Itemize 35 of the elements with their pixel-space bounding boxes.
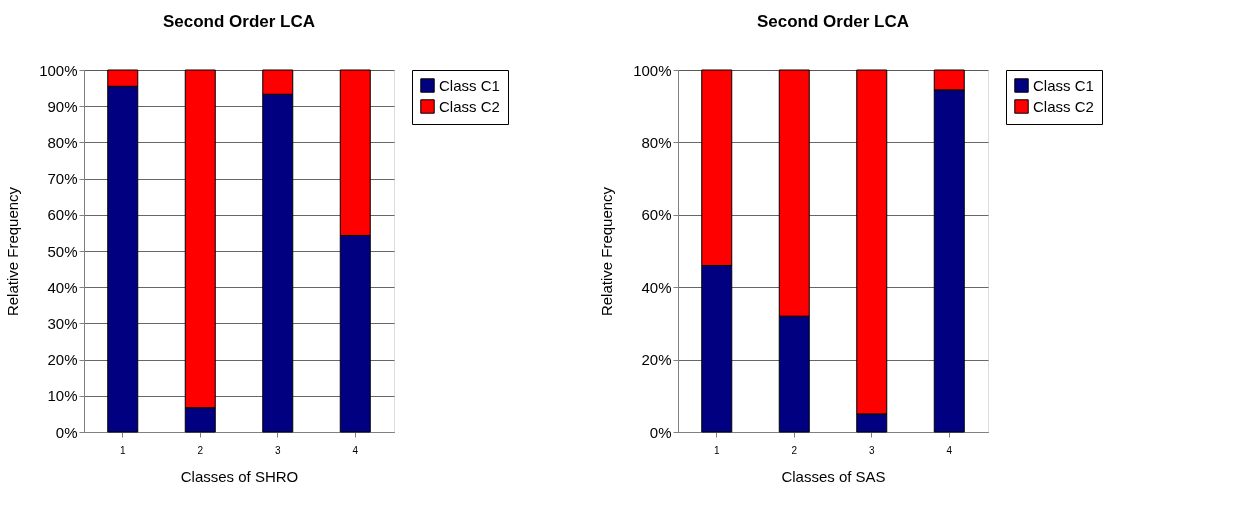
y-tick-label: 60% [47,206,78,224]
y-tick-label: 30% [47,314,78,332]
x-axis-title: Classes of SAS [781,467,886,485]
y-tick-label: 80% [641,133,672,151]
legend-label: Class C2 [1033,97,1094,115]
y-tick-label: 20% [47,351,78,369]
y-axis-title: Relative Frequency [4,186,22,317]
y-tick-label: 0% [649,423,672,441]
y-tick-label: 100% [633,61,672,79]
y-tick-label: 80% [47,133,78,151]
y-tick-label: 60% [641,206,672,224]
x-tick-label: 3 [274,444,281,456]
legend-label: Class C1 [439,76,500,94]
x-axis-title: Classes of SHRO [180,467,299,485]
x-tick-label: 1 [713,444,720,456]
legend-label: Class C1 [1033,76,1094,94]
y-tick-label: 40% [47,278,78,296]
y-tick-label: 70% [47,170,78,188]
x-tick-label: 1 [119,444,126,456]
y-tick-label: 100% [39,61,78,79]
y-axis-title: Relative Frequency [598,186,616,317]
chart-title: Second Order LCA [756,12,910,31]
y-tick-label: 90% [47,97,78,115]
x-tick-label: 2 [791,444,798,456]
x-tick-label: 4 [946,444,953,456]
y-tick-label: 0% [55,423,78,441]
y-tick-label: 10% [47,387,78,405]
x-tick-label: 4 [352,444,359,456]
y-tick-label: 20% [641,351,672,369]
legend-label: Class C2 [439,97,500,115]
y-tick-label: 40% [641,278,672,296]
x-tick-label: 3 [868,444,875,456]
y-tick-label: 50% [47,242,78,260]
chart-title: Second Order LCA [162,12,316,31]
x-tick-label: 2 [197,444,204,456]
